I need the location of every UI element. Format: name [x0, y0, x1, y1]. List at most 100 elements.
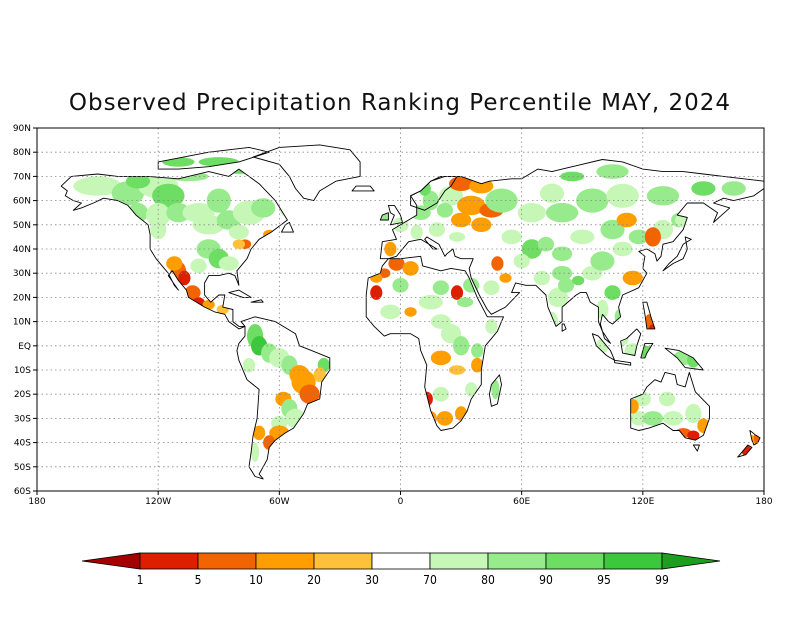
percentile-region [485, 319, 498, 334]
nz-south-coastline [737, 444, 753, 458]
colorbar-box [371, 552, 431, 570]
lon-label: 60E [513, 497, 530, 507]
percentile-region [604, 285, 621, 300]
percentile-region [626, 399, 639, 414]
japan-coastline [662, 236, 692, 272]
borneo-coastline [620, 328, 642, 356]
percentile-region [572, 275, 585, 286]
percentile-region [545, 311, 559, 332]
percentile-region [289, 365, 310, 385]
percentile-region [436, 203, 453, 218]
percentile-region [628, 229, 649, 245]
colorbar-label: 5 [195, 573, 202, 587]
colorbar-box [255, 552, 315, 570]
percentile-region [432, 386, 449, 402]
percentile-region [483, 280, 500, 296]
colorbar-label: 20 [307, 573, 321, 587]
colorbar-label: 95 [597, 573, 611, 587]
colorbar-label: 99 [655, 573, 669, 587]
percentile-region [251, 442, 260, 462]
percentile-region [465, 382, 478, 397]
percentile-region [125, 173, 151, 189]
percentile-region [253, 425, 266, 441]
colorbar: 1 5 10 20 30 70 80 90 95 99 [81, 552, 721, 587]
percentile-region [590, 251, 615, 271]
percentile-region [533, 270, 551, 286]
percentile-region [242, 357, 256, 373]
greenland-coastline [252, 144, 361, 202]
percentile-region [146, 203, 171, 228]
percentile-region [642, 411, 664, 426]
percentile-region [448, 232, 466, 242]
percentile-region [166, 203, 191, 223]
percentile-region [687, 430, 700, 441]
philippines-coastline [642, 301, 656, 330]
lat-label: 50S [14, 463, 31, 473]
percentile-region [691, 181, 716, 196]
colorbar-box [313, 552, 373, 570]
percentile-region [552, 265, 573, 281]
colorbar-box [197, 552, 257, 570]
percentile-region [721, 181, 746, 196]
percentile-region [501, 229, 522, 245]
percentile-region [622, 270, 643, 286]
africa-coastline [365, 255, 504, 431]
percentile-region [545, 203, 579, 223]
lat-label: 60S [14, 487, 31, 497]
percentile-region [380, 304, 401, 320]
percentile-region [685, 403, 702, 424]
colorbar-box [545, 552, 605, 570]
percentile-region [152, 183, 185, 208]
percentile-region [384, 241, 397, 257]
percentile-region [735, 452, 744, 462]
percentile-region [471, 357, 484, 373]
australia-coastline [630, 371, 710, 441]
percentile-region [663, 411, 684, 426]
lon-label: 180 [28, 497, 45, 507]
colorbar-label: 30 [365, 573, 379, 587]
colorbar-box [139, 552, 199, 570]
percentile-region [558, 278, 575, 293]
lon-label: 120E [631, 497, 654, 507]
percentile-region [469, 178, 494, 194]
lat-label: 20N [13, 293, 31, 303]
percentile-region [430, 314, 451, 329]
north-america-coastline [60, 168, 288, 330]
colorbar-label: 80 [481, 573, 495, 587]
percentile-region [313, 367, 326, 383]
percentile-region [560, 171, 585, 182]
percentile-region [218, 256, 239, 271]
percentile-region [392, 278, 409, 293]
percentile-region [659, 391, 676, 407]
percentile-region [552, 246, 573, 262]
lat-label: 10S [14, 366, 31, 376]
percentile-region [430, 350, 451, 366]
south-america-coastline [236, 316, 331, 480]
percentile-region [646, 186, 680, 206]
percentile-region [178, 270, 191, 286]
lat-label: 40S [14, 439, 31, 449]
colorbar-label: 1 [137, 573, 144, 587]
percentile-region [206, 188, 231, 213]
percentile-region [424, 411, 437, 426]
lat-label: 10N [13, 318, 31, 328]
percentile-region [422, 190, 439, 211]
map-title: Observed Precipitation Ranking Percentil… [68, 90, 732, 116]
lon-label: 60W [269, 497, 289, 507]
percentile-region [402, 261, 419, 276]
madagascar-coastline [488, 374, 502, 407]
percentile-region [450, 285, 464, 300]
percentile-region [576, 188, 609, 213]
lat-label: 30N [13, 269, 31, 279]
percentile-region [418, 294, 443, 310]
percentile-region [370, 285, 383, 300]
percentile-region [471, 343, 484, 358]
percentile-region [697, 418, 710, 434]
iceland-coastline [351, 185, 375, 192]
percentile-region [513, 253, 530, 269]
colorbar-box [603, 552, 663, 570]
percentile-region [596, 299, 609, 320]
ireland-coastline [379, 212, 389, 221]
lon-label: 180 [755, 497, 772, 507]
percentile-region [491, 256, 504, 271]
